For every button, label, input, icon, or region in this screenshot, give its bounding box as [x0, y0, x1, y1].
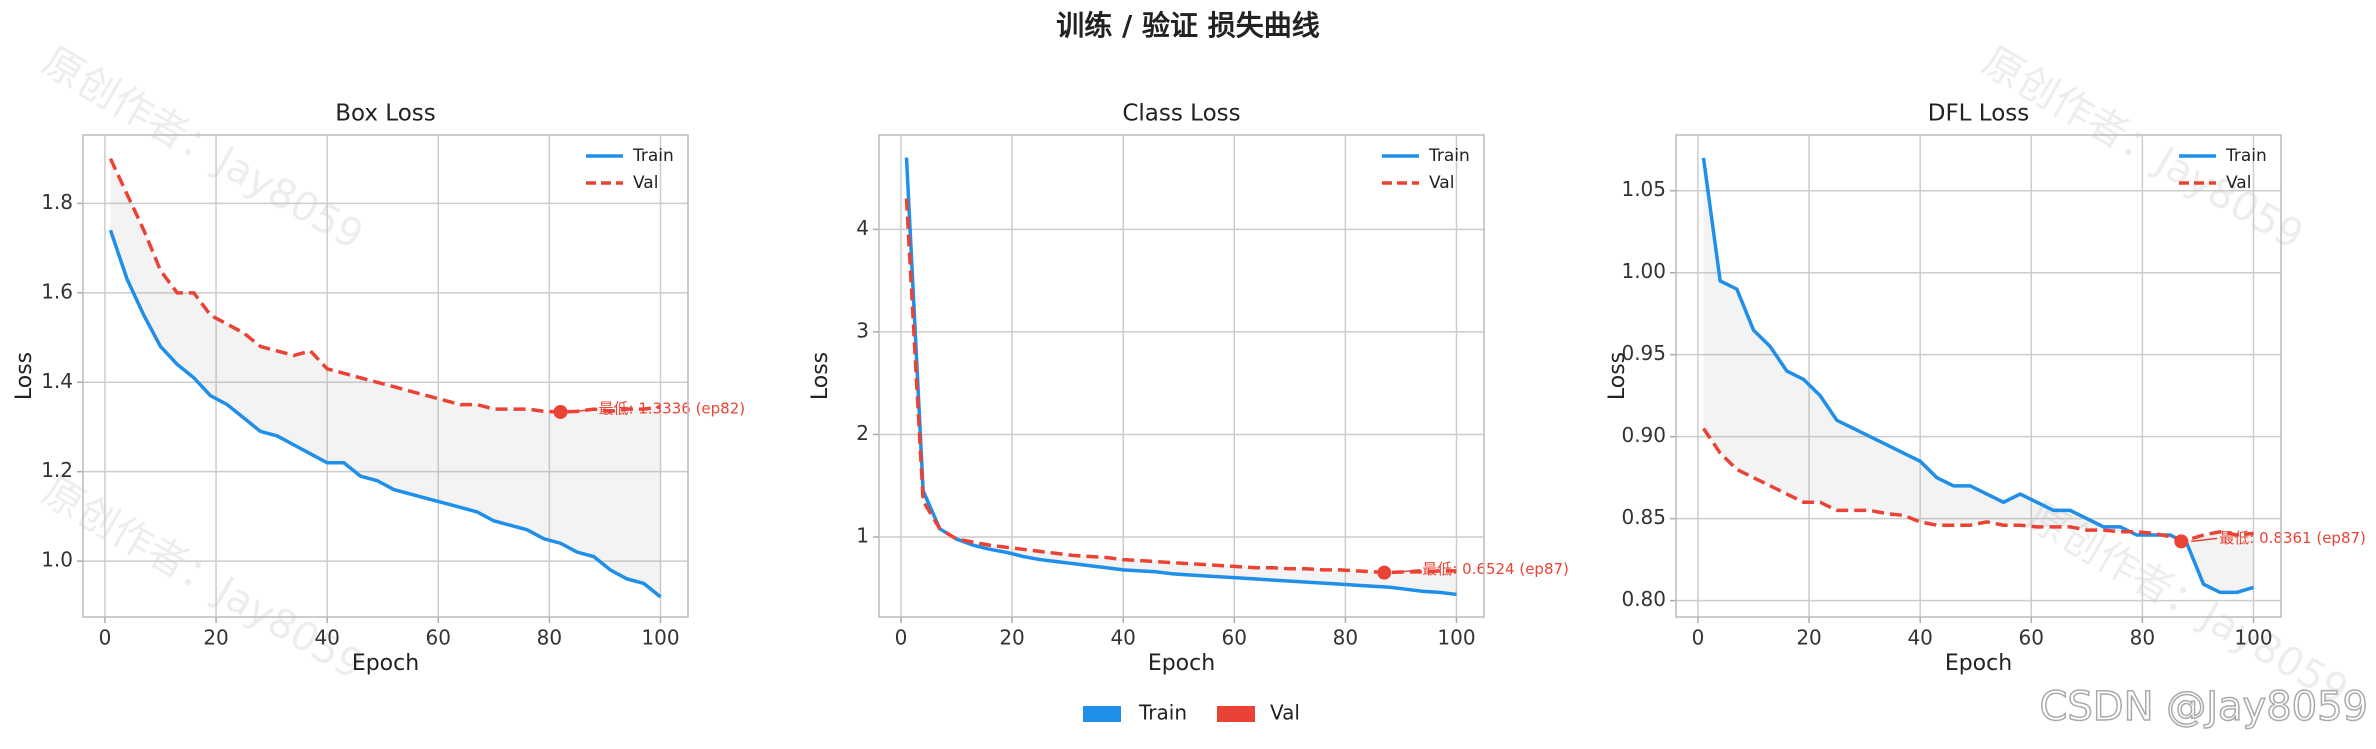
y-tick-label: 0.85 [1621, 505, 1666, 529]
watermark: 原创作者：Jay8059 [35, 468, 371, 689]
y-tick-label: 1.6 [41, 279, 73, 303]
x-tick-label: 20 [999, 626, 1024, 650]
credit: CSDN @Jay8059 [2039, 684, 2368, 730]
y-tick-label: 0.95 [1621, 341, 1666, 365]
series-line [108, 229, 662, 599]
x-tick-label: 80 [2130, 626, 2155, 650]
annotation-arrow [2191, 537, 2218, 543]
best-annotation: 最低: 0.8361 (ep87) [2219, 529, 2366, 547]
y-tick-label: 3 [856, 318, 869, 342]
best-point [553, 404, 568, 419]
y-tick-label: 1.0 [41, 548, 73, 572]
y-tick-label: 4 [856, 216, 869, 240]
fill-between [906, 157, 1457, 595]
y-tick-label: 1 [856, 524, 869, 548]
x-tick-label: 40 [314, 626, 339, 650]
subplot-title: Class Loss [1122, 101, 1240, 127]
x-tick-label: 20 [1796, 626, 1821, 650]
y-tick-label: 1.05 [1621, 177, 1666, 201]
y-tick-label: 2 [856, 421, 869, 445]
legend-label: Val [1270, 701, 1300, 725]
best-annotation: 最低: 1.3336 (ep82) [599, 399, 746, 417]
x-axis-label: Epoch [1945, 651, 2012, 676]
axes-frame [82, 134, 689, 618]
legend-label: Val [633, 173, 658, 193]
x-tick-label: 100 [2234, 626, 2272, 650]
y-tick-label: 1.8 [41, 190, 73, 214]
figure-title: 训练 / 验证 损失曲线 [1056, 9, 1319, 42]
legend-label: Train [632, 146, 674, 166]
subplot: DFL Loss Epoch Loss 0 20 40 60 80 100 0.80 0.85 0.9… [1605, 101, 2366, 677]
series-line [1702, 427, 2254, 542]
legend-label: Val [2226, 173, 2251, 193]
x-tick-label: 60 [2019, 626, 2044, 650]
x-tick-label: 80 [537, 626, 562, 650]
x-tick-label: 0 [99, 626, 112, 650]
x-tick-label: 20 [203, 626, 228, 650]
y-tick-label: 0.90 [1621, 423, 1666, 447]
y-tick-label: 1.2 [41, 458, 73, 482]
annotation-arrow [570, 408, 597, 413]
y-tick-label: 1.4 [41, 369, 73, 393]
x-tick-label: 0 [895, 626, 908, 650]
subplot-title: DFL Loss [1928, 101, 2030, 127]
x-tick-label: 60 [426, 626, 451, 650]
series-line [108, 157, 661, 414]
fill-between [1703, 157, 2254, 593]
x-tick-label: 80 [1333, 626, 1358, 650]
best-annotation: 最低: 0.6524 (ep87) [1422, 560, 1569, 578]
x-axis-label: Epoch [1148, 651, 1215, 676]
x-tick-label: 60 [1222, 626, 1247, 650]
series-line [904, 198, 1457, 575]
y-axis-label: Loss [12, 352, 37, 400]
x-tick-label: 0 [1692, 626, 1705, 650]
watermarks: 原创作者：Jay8059 原创作者：Jay8059 原创作者：Jay8059 原… [35, 38, 2356, 714]
figure-legend: Train Val [1083, 701, 1300, 725]
x-axis-label: Epoch [352, 651, 419, 676]
legend-label: Train [1138, 701, 1187, 725]
watermark: 原创作者：Jay8059 [35, 38, 371, 259]
x-tick-label: 40 [1110, 626, 1135, 650]
fill-between [110, 158, 661, 597]
best-point [2174, 534, 2189, 549]
subplot: Box Loss Epoch Loss 0 20 40 60 80 100 1.0 1.2 1.4 1.… [12, 101, 745, 677]
legend-patch [1083, 706, 1121, 722]
subplot: Class Loss Epoch Loss 0 20 40 60 80 100 1 2 3 4 最低: 0… [808, 101, 1569, 677]
y-tick-label: 1.00 [1621, 259, 1666, 283]
x-tick-label: 100 [641, 626, 679, 650]
axes-frame [1675, 134, 2282, 618]
annotation-arrow [1394, 568, 1421, 574]
legend-patch [1217, 706, 1255, 722]
series-line [904, 157, 1457, 597]
axes-frame [878, 134, 1485, 618]
best-point [1377, 565, 1392, 580]
x-tick-label: 100 [1437, 626, 1475, 650]
y-axis-label: Loss [808, 352, 833, 400]
legend-label: Val [1429, 173, 1454, 193]
legend-label: Train [2225, 146, 2267, 166]
legend-label: Train [1428, 146, 1470, 166]
y-tick-label: 0.80 [1621, 587, 1666, 611]
x-tick-label: 40 [1907, 626, 1932, 650]
y-axis-label: Loss [1605, 352, 1630, 400]
subplot-title: Box Loss [335, 101, 436, 127]
